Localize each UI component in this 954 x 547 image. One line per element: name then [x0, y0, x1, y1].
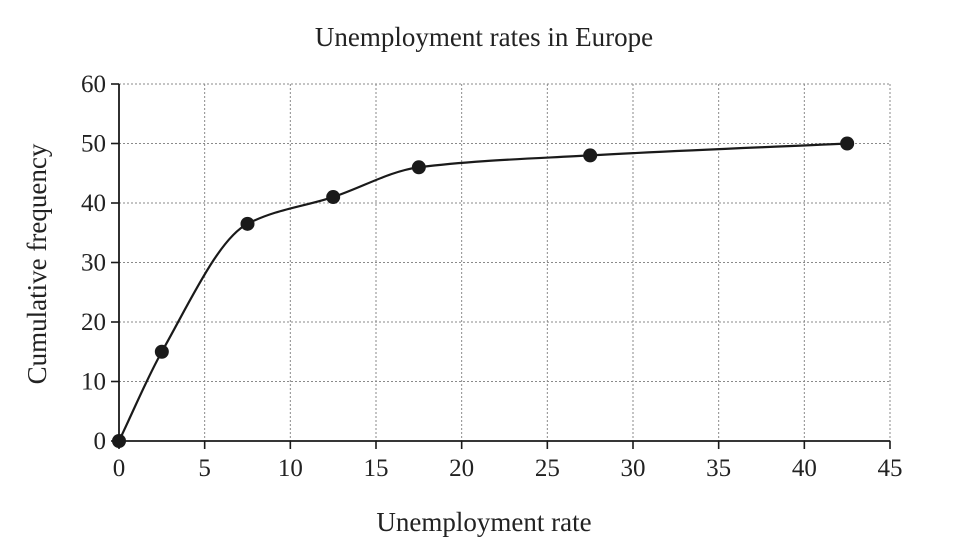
data-point — [411, 160, 426, 175]
x-tick-label: 40 — [792, 455, 817, 482]
data-point — [583, 148, 598, 163]
y-tick-label: 0 — [94, 428, 107, 455]
x-tick-label: 35 — [706, 455, 731, 482]
y-tick-label: 40 — [81, 190, 106, 217]
x-tick-label: 10 — [278, 455, 303, 482]
grid — [119, 83, 891, 441]
y-tick-label: 30 — [81, 250, 106, 277]
data-point — [112, 434, 126, 448]
x-tick-label: 5 — [198, 455, 211, 482]
data-point — [326, 190, 341, 205]
x-tick-label: 0 — [113, 455, 126, 482]
x-tick-label: 45 — [878, 455, 903, 482]
x-tick-label: 15 — [364, 455, 389, 482]
y-tick-label: 60 — [81, 71, 106, 98]
axes — [111, 83, 891, 449]
tick-labels: 0 5 10 15 20 25 30 35 40 45 0 10 20 30 40 50 60 — [81, 71, 903, 482]
series-line — [118, 142, 848, 442]
y-tick-label: 50 — [81, 131, 106, 158]
data-point — [840, 136, 855, 151]
data-point — [154, 344, 169, 359]
y-tick-label: 20 — [81, 309, 106, 336]
x-tick-label: 30 — [621, 455, 646, 482]
x-tick-label: 25 — [535, 455, 560, 482]
data-point — [240, 216, 255, 231]
y-axis-label: Cumulative frequency — [22, 143, 52, 384]
y-tick-label: 10 — [81, 369, 106, 396]
series — [112, 136, 855, 448]
x-axis-label: Unemployment rate — [376, 507, 591, 537]
chart-title: Unemployment rates in Europe — [315, 22, 653, 52]
x-tick-label: 20 — [449, 455, 474, 482]
